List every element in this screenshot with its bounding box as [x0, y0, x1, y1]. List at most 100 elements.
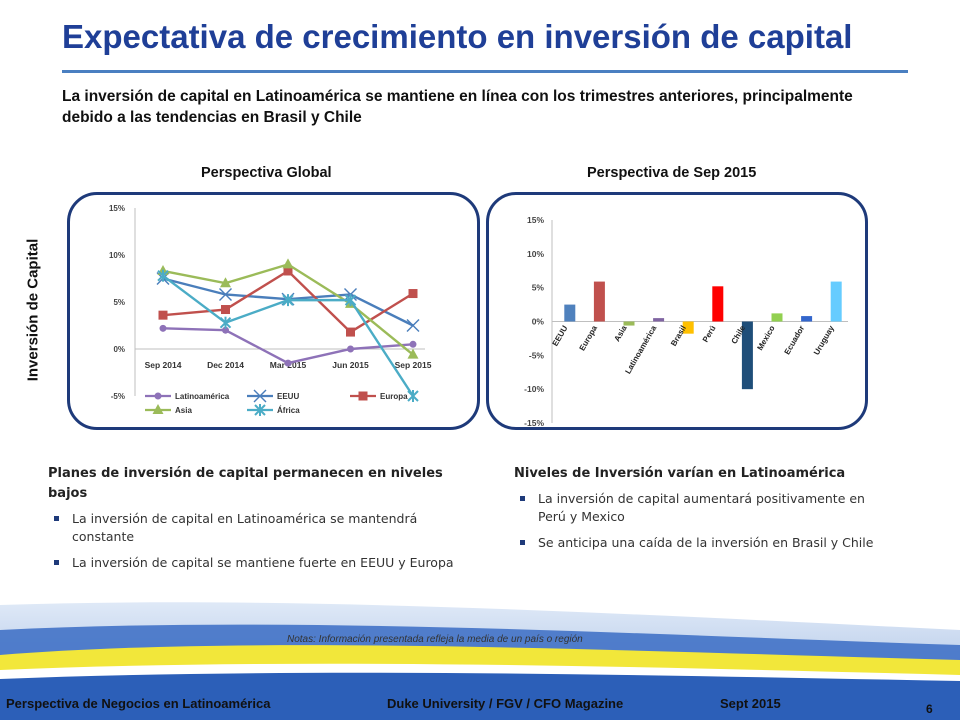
data-point — [407, 348, 419, 359]
category-label: Ecuador — [783, 324, 807, 356]
footer-bar — [0, 688, 960, 720]
legend-label: EEUU — [277, 392, 299, 401]
right-block-heading: Niveles de Inversión varían en Latinoamé… — [514, 466, 846, 481]
data-point — [344, 294, 357, 307]
category-label: Asia — [612, 324, 629, 344]
data-point — [284, 359, 292, 367]
page-number: 6 — [926, 702, 933, 716]
footer-center-text: Duke University / FGV / CFO Magazine — [387, 696, 624, 711]
y-tick-label: -5% — [111, 392, 125, 401]
series-áfrica — [157, 269, 419, 402]
side-axis-label: Inversión de Capital — [24, 238, 42, 382]
y-tick-label: -15% — [524, 418, 544, 428]
data-point — [219, 316, 232, 329]
line-chart: 15% 10% 5% 0% -5% Sep 2014 Dec 2014 Mar 2015 Jun… — [95, 197, 435, 425]
data-point — [158, 310, 168, 320]
title-divider — [62, 70, 908, 73]
x-tick-label: Jun 2015 — [332, 360, 369, 370]
series-line — [162, 274, 415, 397]
bar-perú — [712, 286, 724, 322]
y-tick-label: 5% — [113, 298, 125, 307]
data-point — [347, 345, 354, 353]
bullet-square-icon — [520, 496, 525, 501]
right-bullet-2: Se anticipa una caída de la inversión en… — [514, 534, 894, 552]
legend-marker — [254, 404, 266, 416]
category-label: Perú — [701, 324, 718, 344]
y-tick-label: 10% — [527, 249, 544, 259]
y-tick-label: 5% — [532, 283, 545, 293]
x-tick-label: Sep 2015 — [395, 360, 432, 370]
data-point — [282, 258, 294, 269]
legend-marker — [152, 404, 164, 414]
series-europa — [158, 266, 418, 337]
left-bullet-1: La inversión de capital en Latinoamérica… — [48, 510, 470, 546]
category-label: Uruguay — [812, 324, 836, 357]
legend-label: Asia — [175, 406, 192, 415]
x-tick-label: Dec 2014 — [207, 360, 244, 370]
y-tick-label: 15% — [527, 215, 544, 225]
bar-latinoamérica — [653, 318, 665, 322]
page-subtitle: La inversión de capital en Latinoamérica… — [62, 88, 853, 126]
sep2015-chart-frame — [486, 192, 868, 430]
chart-notes: Notas: Información presentada refleja la… — [287, 634, 583, 645]
bar-eeuu — [564, 304, 576, 322]
bar-uruguay — [830, 281, 842, 322]
data-point — [220, 277, 231, 288]
data-point — [221, 305, 230, 315]
category-label: Europa — [578, 324, 600, 353]
data-point — [408, 289, 418, 299]
series-line — [162, 263, 414, 356]
data-point — [219, 287, 232, 301]
data-point — [406, 319, 420, 332]
category-label: EEUU — [551, 324, 570, 348]
bullet-square-icon — [520, 540, 525, 545]
bar-ecuador — [801, 316, 813, 322]
category-label: Mexico — [755, 324, 776, 352]
legend-label: Latinoamérica — [175, 392, 230, 401]
bar-europa — [593, 281, 605, 322]
data-point — [222, 326, 229, 334]
legend-marker — [253, 389, 267, 403]
panel-title-global: Perspectiva Global — [201, 165, 332, 181]
legend-item: Europa — [350, 391, 408, 401]
bar-asia — [623, 321, 635, 326]
y-tick-label: -5% — [529, 350, 545, 360]
legend-marker — [358, 391, 368, 401]
y-tick-label: 10% — [109, 251, 125, 260]
data-point — [346, 327, 355, 337]
legend-label: Europa — [380, 392, 408, 401]
right-text-block: Niveles de Inversión varían en Latinoamé… — [514, 464, 894, 560]
data-point — [409, 340, 417, 348]
bar-brasil — [682, 321, 694, 334]
data-point — [283, 266, 293, 276]
legend-item: EEUU — [247, 389, 299, 403]
legend-item: África — [247, 404, 300, 416]
bullet-square-icon — [54, 516, 59, 521]
footer-date-text: Sept 2015 — [720, 696, 781, 711]
category-label: Latinoamérica — [623, 324, 658, 376]
y-tick-label: 0% — [113, 345, 125, 354]
y-tick-label: 15% — [109, 204, 125, 213]
bullet-square-icon — [54, 560, 59, 565]
data-point — [282, 294, 294, 307]
data-point — [157, 269, 169, 282]
bar-chart: 15% 10% 5% 0% -5% -10% -15% EEUU Europa Asia Latin… — [505, 210, 855, 430]
data-point — [407, 390, 419, 402]
left-text-block: Planes de inversión de capital permanece… — [48, 464, 470, 580]
panel-title-sep2015: Perspectiva de Sep 2015 — [587, 165, 757, 181]
legend-label: África — [277, 406, 300, 415]
series-line — [162, 327, 414, 365]
bar-chile — [741, 321, 753, 390]
y-tick-label: 0% — [532, 317, 545, 327]
legend-marker — [154, 392, 162, 400]
global-chart-frame — [67, 192, 480, 430]
footer-left-text: Perspectiva de Negocios en Latinoamérica — [6, 696, 271, 711]
y-tick-label: -10% — [524, 384, 544, 394]
bar-mexico — [771, 313, 783, 322]
legend-item: Latinoamérica — [145, 392, 230, 401]
series-latinoamérica — [159, 324, 417, 367]
page-title: Expectativa de crecimiento en inversión … — [62, 18, 853, 55]
data-point — [159, 324, 167, 332]
left-bullet-2: La inversión de capital se mantiene fuer… — [48, 554, 470, 572]
x-tick-label: Sep 2014 — [145, 360, 182, 370]
